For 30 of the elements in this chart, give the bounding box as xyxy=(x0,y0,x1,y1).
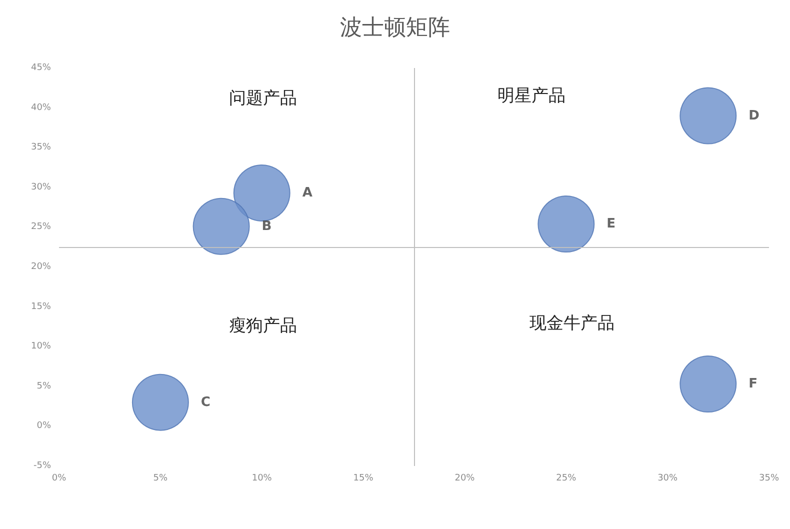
annotation: 明星产品 xyxy=(498,86,566,106)
series-label: A xyxy=(302,185,312,200)
y-tick-label: -5% xyxy=(33,461,52,471)
y-tick-label: 5% xyxy=(36,381,52,392)
x-tick-label: 10% xyxy=(252,474,272,484)
series-label: D xyxy=(748,108,760,124)
y-tick-label: 0% xyxy=(36,421,52,432)
series-label: B xyxy=(262,218,272,234)
y-tick-label: 10% xyxy=(30,342,52,352)
y-tick-label: 25% xyxy=(30,222,52,232)
x-tick-label: 30% xyxy=(658,474,678,484)
y-tick-label: 35% xyxy=(30,142,52,153)
x-tick-label: 5% xyxy=(153,474,168,484)
series-label: F xyxy=(748,376,758,392)
y-tick-label: 30% xyxy=(30,182,52,192)
y-tick-label: 20% xyxy=(30,262,52,272)
y-tick-label: 45% xyxy=(30,63,52,73)
x-tick-label: 25% xyxy=(556,474,577,484)
series-label: C xyxy=(200,394,210,410)
x-tick-label: 0% xyxy=(52,474,67,484)
annotation: 问题产品 xyxy=(229,88,298,108)
y-tick-label: 40% xyxy=(30,102,52,113)
chart-title: 波士顿矩阵 xyxy=(340,16,450,40)
annotation: 瘦狗产品 xyxy=(229,316,298,336)
y-tick-label: 15% xyxy=(30,302,52,312)
x-tick-label: 35% xyxy=(758,474,780,484)
annotation: 现金牛产品 xyxy=(529,313,614,334)
series-label: E xyxy=(606,216,616,232)
x-tick-label: 15% xyxy=(353,474,374,484)
x-tick-label: 20% xyxy=(454,474,476,484)
